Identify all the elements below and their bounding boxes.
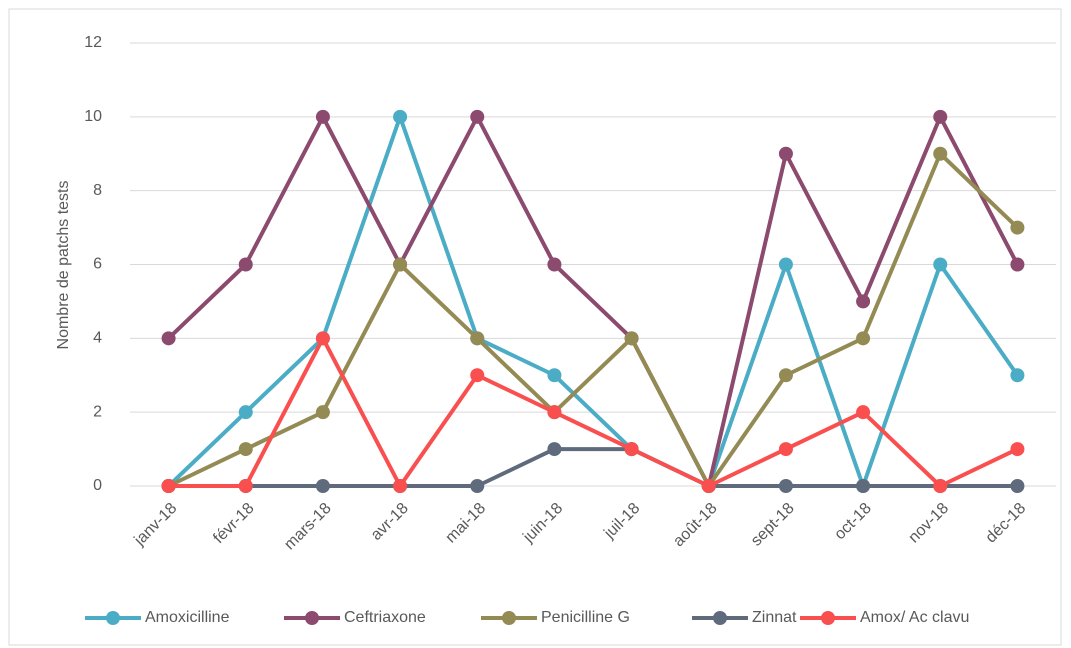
data-point — [161, 479, 176, 493]
data-point — [393, 257, 408, 272]
data-point — [856, 294, 871, 309]
chart-border — [8, 8, 1062, 646]
data-point — [1010, 220, 1025, 235]
series-line — [167, 114, 1020, 488]
data-point — [470, 109, 485, 124]
legend-marker — [305, 611, 319, 625]
data-point — [933, 479, 948, 493]
y-tick-label: 6 — [93, 256, 102, 273]
data-point — [315, 331, 330, 346]
y-tick-label: 10 — [84, 108, 102, 125]
y-tick-label: 0 — [93, 477, 102, 494]
series-line — [168, 336, 1019, 488]
data-point — [470, 331, 485, 346]
data-point — [933, 109, 948, 124]
data-point — [778, 479, 793, 493]
data-point — [238, 442, 253, 457]
legend-marker — [713, 611, 727, 625]
legend-marker — [821, 611, 835, 625]
data-point — [238, 257, 253, 272]
data-point — [238, 405, 253, 420]
legend-label: Ceftriaxone — [344, 609, 426, 626]
data-point — [547, 442, 562, 457]
data-point — [856, 405, 871, 420]
data-point — [1010, 368, 1025, 383]
legend-label: Amox/ Ac clavu — [860, 609, 969, 626]
legend-label: Amoxicilline — [145, 609, 230, 626]
data-point — [1010, 257, 1025, 272]
y-tick-label: 12 — [84, 34, 102, 51]
series-line — [167, 114, 1020, 488]
data-point — [547, 368, 562, 383]
data-point — [547, 257, 562, 272]
data-point — [778, 257, 793, 272]
data-point — [856, 479, 871, 493]
data-point — [624, 442, 639, 457]
data-point — [778, 442, 793, 457]
data-point — [470, 368, 485, 383]
data-point — [161, 331, 176, 346]
data-point — [701, 479, 716, 493]
series-line — [167, 151, 1019, 488]
data-point — [547, 405, 562, 420]
series-line — [168, 447, 1018, 488]
data-point — [1010, 479, 1025, 493]
legend-marker — [106, 611, 120, 625]
legend-marker — [502, 611, 516, 625]
y-tick-label: 2 — [93, 403, 102, 420]
data-point — [315, 109, 330, 124]
data-point — [238, 479, 253, 493]
data-point — [624, 331, 639, 346]
data-point — [315, 479, 330, 493]
data-point — [856, 331, 871, 346]
legend-label: Zinnat — [752, 609, 797, 626]
legend-label: Penicilline G — [541, 609, 630, 626]
data-point — [778, 368, 793, 383]
y-tick-label: 4 — [93, 330, 102, 347]
data-point — [933, 257, 948, 272]
data-point — [393, 479, 408, 493]
data-point — [393, 109, 408, 124]
y-tick-label: 8 — [93, 182, 102, 199]
data-point — [1010, 442, 1025, 457]
data-point — [778, 146, 793, 161]
data-point — [933, 146, 948, 161]
data-point — [315, 405, 330, 420]
data-point — [470, 479, 485, 493]
y-axis-title: Nombre de patchs tests — [55, 181, 72, 350]
